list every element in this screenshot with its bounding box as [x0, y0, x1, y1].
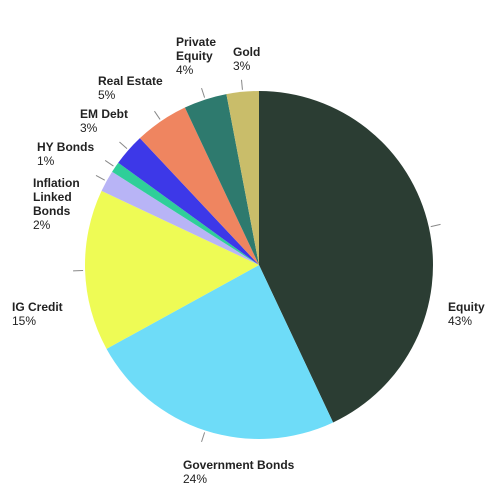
leader-line — [95, 174, 106, 181]
pie-slice — [101, 171, 259, 265]
slice-label: Gold 3% — [233, 45, 260, 73]
value-label: 2% — [33, 218, 51, 232]
leader-line — [430, 223, 441, 228]
slice-label: Real Estate 5% — [98, 74, 163, 102]
slice-label: IG Credit 15% — [12, 300, 63, 328]
pie-slice — [112, 162, 259, 265]
category-name: EM Debt — [80, 107, 128, 121]
pie-slice — [106, 265, 334, 439]
leader-line — [240, 79, 243, 90]
leader-line — [154, 110, 161, 120]
slice-label: Inflation Linked Bonds 2% — [33, 176, 80, 232]
pie-slice — [118, 138, 259, 265]
category-name: Private Equity — [176, 35, 217, 63]
value-label: 5% — [98, 88, 116, 102]
pie-slice — [139, 107, 259, 265]
category-name: Inflation Linked Bonds — [33, 176, 80, 218]
value-label: 3% — [80, 121, 98, 135]
category-name: Gold — [233, 45, 261, 59]
slice-label: Government Bonds 24% — [183, 458, 294, 486]
slice-label: HY Bonds 1% — [37, 140, 94, 168]
category-name: Equity — [448, 300, 485, 314]
value-label: 1% — [37, 154, 55, 168]
category-name: IG Credit — [12, 300, 63, 314]
slice-label: Equity 43% — [448, 300, 485, 328]
leader-line — [119, 141, 128, 149]
value-label: 4% — [176, 63, 194, 77]
slice-label: Private Equity 4% — [176, 35, 216, 77]
leader-line — [104, 160, 114, 167]
category-name: HY Bonds — [37, 140, 95, 154]
value-label: 15% — [12, 314, 37, 328]
category-name: Government Bonds — [183, 458, 295, 472]
pie-slice — [184, 94, 259, 265]
pie-slice — [84, 190, 259, 349]
leader-line — [201, 87, 206, 98]
slice-label: EM Debt 3% — [80, 107, 128, 135]
pie-slice — [259, 91, 433, 423]
value-label: 43% — [448, 314, 473, 328]
value-label: 24% — [183, 472, 208, 486]
value-label: 3% — [233, 59, 251, 73]
pie-slice — [226, 91, 259, 265]
category-name: Real Estate — [98, 74, 163, 88]
leader-line — [201, 432, 206, 443]
